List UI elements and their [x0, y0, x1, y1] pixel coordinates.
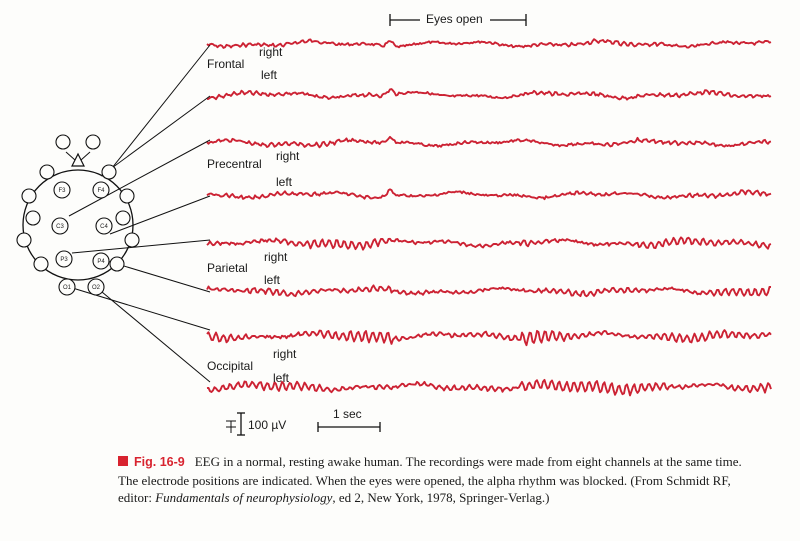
reference-electrode	[33, 256, 49, 272]
reference-electrode	[25, 210, 41, 226]
precentral-left-label: left	[276, 175, 293, 189]
eeg-trace-frontal-left	[206, 88, 772, 101]
amplitude-scale-bar: 100 µV	[226, 412, 286, 436]
electrode-label: P3	[60, 257, 68, 263]
electrode-p3: P3	[55, 250, 73, 268]
electrode-p4: P4	[92, 252, 110, 270]
eyes-open-label: Eyes open	[426, 12, 483, 26]
eeg-trace-parietal-right	[206, 236, 772, 251]
precentral-label: Precentral	[207, 157, 262, 171]
electrode-label: C3	[56, 224, 64, 230]
electrode-f3: F3	[53, 181, 71, 199]
time-scale-label: 1 sec	[333, 407, 362, 421]
parietal-label: Parietal	[207, 261, 248, 275]
eeg-trace-frontal-right	[206, 38, 772, 49]
electrode-f4: F4	[92, 181, 110, 199]
eeg-trace-parietal-left	[206, 284, 772, 298]
electrode-label: C4	[100, 224, 108, 230]
channel-labels: right Frontal left right Precentral left…	[207, 45, 300, 385]
eeg-trace-occipital-right	[206, 329, 772, 347]
reference-electrode	[85, 134, 101, 150]
amplitude-scale-label: 100 µV	[248, 418, 286, 432]
reference-electrode	[55, 134, 71, 150]
reference-electrode	[101, 164, 117, 180]
electrode-c4: C4	[95, 217, 113, 235]
electrode-connector-lines	[65, 44, 211, 383]
frontal-left-label: left	[261, 68, 278, 82]
caption-marker	[118, 456, 128, 466]
electrode-o2: O2	[87, 278, 105, 296]
electrode-c3: C3	[51, 217, 69, 235]
occipital-right-label: right	[273, 347, 297, 361]
figure-caption: Fig. 16-9 EEG in a normal, resting awake …	[118, 453, 758, 507]
parietal-right-label: right	[264, 250, 288, 264]
reference-electrode	[39, 164, 55, 180]
occipital-label: Occipital	[207, 359, 253, 373]
electrode-label: O2	[92, 285, 101, 291]
eeg-trace-precentral-right	[206, 135, 772, 149]
electrode-label: F3	[58, 188, 66, 194]
frontal-label: Frontal	[207, 57, 244, 71]
caption-text: EEG in a normal, resting awake human. Th…	[118, 454, 742, 505]
frontal-right-label: right	[259, 45, 283, 59]
eeg-trace-occipital-left	[206, 378, 772, 397]
head-outline	[22, 169, 134, 281]
eeg-traces	[206, 38, 772, 397]
figure-number: Fig. 16-9	[134, 455, 185, 469]
book-title: Fundamentals of neurophysiology	[155, 490, 333, 505]
occipital-left-label: left	[273, 371, 290, 385]
eyes-open-marker: Eyes open	[389, 9, 527, 26]
reference-electrode	[109, 256, 125, 272]
electrode-head-diagram: F3 F4 C3 C4 P3 P4 O1 O2	[16, 134, 140, 296]
reference-electrode	[16, 232, 32, 248]
electrode-label: P4	[97, 259, 105, 265]
reference-electrode	[21, 188, 37, 204]
reference-electrode	[115, 210, 131, 226]
time-scale-bar: 1 sec	[317, 407, 381, 432]
labeled-electrodes: F3 F4 C3 C4 P3 P4 O1 O2	[51, 181, 113, 296]
precentral-right-label: right	[276, 149, 300, 163]
reference-electrode	[124, 232, 140, 248]
parietal-left-label: left	[264, 273, 281, 287]
reference-electrode	[119, 188, 135, 204]
electrode-o1: O1	[58, 278, 76, 296]
reference-electrodes	[16, 134, 140, 272]
nose-marker	[71, 152, 85, 167]
electrode-label: F4	[97, 188, 105, 194]
eeg-trace-precentral-left	[206, 188, 772, 201]
caption-text-end: , ed 2, New York, 1978, Springer-Verlag.…	[332, 490, 550, 505]
electrode-label: O1	[63, 285, 72, 291]
